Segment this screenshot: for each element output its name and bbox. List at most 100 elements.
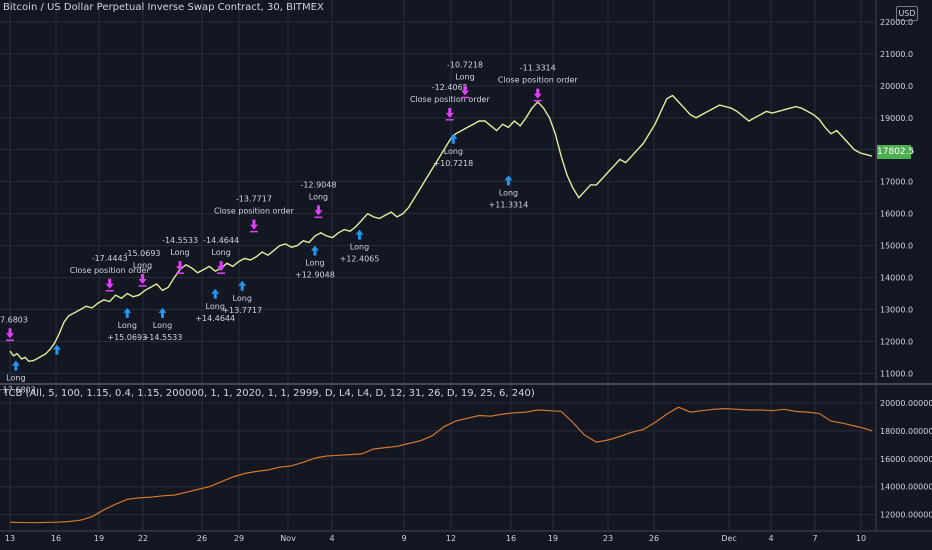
y-tick-label: 17000.0	[880, 178, 913, 187]
long-label: +12.9048	[295, 271, 335, 280]
close-label: -17.4443	[92, 254, 128, 263]
close-label: Long	[455, 72, 474, 81]
close-label: -11.3314	[520, 64, 556, 73]
close-label: Long	[211, 248, 230, 257]
y-tick-label: 15000.0	[880, 242, 913, 251]
long-label: +14.4644	[195, 314, 235, 323]
last-price-tag: 17802.5	[877, 145, 915, 159]
long-arrow-icon	[158, 307, 167, 318]
close-arrow-icon	[6, 328, 14, 339]
long-arrow-icon	[123, 307, 132, 318]
close-label: -13.7717	[236, 195, 272, 204]
x-tick-label: 22	[138, 534, 148, 543]
long-label: +14.5533	[143, 333, 183, 342]
indicator-y-tick-label: 18000.00000000	[880, 427, 932, 436]
close-label: Close position order	[214, 207, 295, 216]
x-tick-label: 19	[94, 534, 104, 543]
close-label: -12.4065	[432, 83, 468, 92]
close-label: -14.5533	[162, 236, 198, 245]
x-tick-label: 26	[649, 534, 659, 543]
long-label: +13.7717	[222, 306, 262, 315]
y-tick-label: 13000.0	[880, 306, 913, 315]
indicator-y-tick-label: 20000.00000000	[880, 399, 932, 408]
y-tick-label: 14000.0	[880, 274, 913, 283]
equity-series	[9, 406, 873, 524]
long-label: Long	[305, 259, 324, 268]
close-label: -12.9048	[300, 180, 336, 189]
y-tick-label: 22000.0	[880, 18, 913, 27]
long-arrow-icon	[238, 280, 247, 291]
x-tick-label: 12	[446, 534, 456, 543]
long-arrow-icon	[11, 360, 20, 371]
long-label: Long	[206, 302, 225, 311]
long-label: +15.0693	[107, 333, 147, 342]
x-tick-label: 19	[548, 534, 558, 543]
price-line	[9, 94, 873, 363]
close-label: -15.0693	[125, 249, 161, 258]
trade-markers: -17.6803 Long +17.6803 -17.4443 Close positi…	[0, 60, 578, 394]
x-tick-label: 16	[506, 534, 516, 543]
close-arrow-icon	[461, 85, 470, 96]
long-arrow-icon	[504, 175, 513, 186]
x-tick-label: 23	[603, 534, 613, 543]
close-label: -10.7218	[447, 60, 483, 69]
chart-grid	[0, 0, 932, 532]
long-arrow-icon	[355, 229, 364, 240]
y-tick-label: 20000.0	[880, 82, 913, 91]
price-series	[9, 94, 873, 363]
close-label: Long	[170, 248, 189, 257]
x-tick-label: 10	[856, 534, 866, 543]
x-tick-label: Nov	[280, 534, 296, 543]
long-label: Long	[233, 294, 252, 303]
x-tick-label: 26	[197, 534, 207, 543]
x-tick-label: Dec	[721, 534, 736, 543]
x-tick-label: 9	[401, 534, 406, 543]
close-arrow-icon	[445, 107, 454, 118]
close-label: -14.4644	[203, 236, 239, 245]
close-arrow-icon	[533, 88, 542, 99]
x-tick-label: 29	[234, 534, 244, 543]
close-arrow-icon	[138, 273, 147, 284]
x-tick-label: 16	[51, 534, 61, 543]
indicator-y-tick-label: 12000.00000000	[880, 511, 932, 520]
long-arrow-icon	[211, 288, 220, 299]
long-label: +10.7218	[433, 159, 473, 168]
long-label: +11.3314	[489, 200, 529, 209]
close-arrow-icon	[105, 278, 114, 289]
y-tick-label: 21000.0	[880, 50, 913, 59]
close-arrow-icon	[217, 261, 226, 272]
long-label: Long	[6, 374, 25, 383]
y-tick-label: 19000.0	[880, 114, 913, 123]
long-arrow-icon	[52, 344, 61, 355]
y-tick-label: 16000.0	[880, 210, 913, 219]
long-label: +12.4065	[340, 255, 380, 264]
long-label: Long	[499, 188, 518, 197]
x-tick-label: 4	[329, 534, 334, 543]
long-arrow-icon	[449, 133, 458, 144]
close-label: Long	[309, 192, 328, 201]
close-label: -17.6803	[0, 315, 28, 324]
y-tick-label: 12000.0	[880, 337, 913, 346]
long-label: Long	[153, 321, 172, 330]
long-label: Long	[350, 243, 369, 252]
long-arrow-icon	[310, 245, 319, 256]
close-label: Close position order	[70, 266, 151, 275]
long-label: Long	[444, 147, 463, 156]
long-label: Long	[118, 321, 137, 330]
x-tick-label: 7	[812, 534, 817, 543]
equity-line	[9, 406, 873, 524]
indicator-title: TCB (All, 5, 100, 1.15, 0.4, 1.15, 20000…	[3, 388, 535, 399]
close-label: Long	[133, 261, 152, 270]
x-tick-label: 13	[5, 534, 15, 543]
currency-badge[interactable]: USD	[896, 6, 918, 21]
long-label: +17.6803	[0, 386, 36, 395]
x-tick-label: 4	[768, 534, 773, 543]
close-label: Close position order	[410, 95, 491, 104]
indicator-y-tick-label: 16000.00000000	[880, 455, 932, 464]
close-label: Close position order	[498, 76, 579, 85]
indicator-y-tick-label: 14000.00000000	[880, 483, 932, 492]
chart-title: Bitcoin / US Dollar Perpetual Inverse Sw…	[3, 2, 324, 13]
y-tick-label: 11000.0	[880, 369, 913, 378]
close-arrow-icon	[176, 261, 185, 272]
